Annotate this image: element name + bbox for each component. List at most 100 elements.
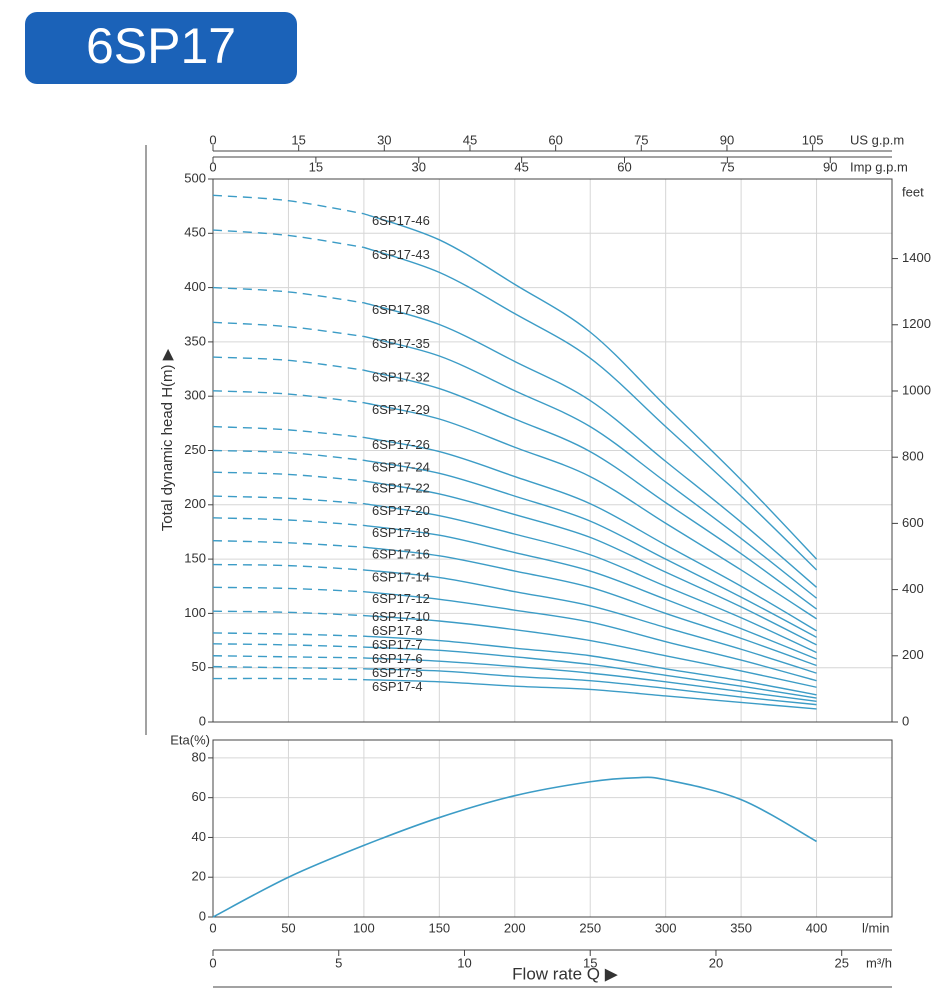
series-label: 6SP17-16 (372, 547, 430, 562)
series-label: 6SP17-22 (372, 480, 430, 495)
top-tick-label: 75 (634, 132, 648, 147)
bottom-tick-label: 5 (335, 955, 342, 970)
curve-dashed (212, 321, 364, 338)
x-tick-label: 250 (579, 920, 601, 935)
y-tick-label: 400 (184, 279, 206, 294)
top-tick-label: 30 (377, 132, 391, 147)
series-label: 6SP17-14 (372, 569, 430, 584)
curve-dashed (212, 229, 364, 249)
curve (363, 459, 817, 638)
top-tick-label: 45 (514, 159, 528, 174)
y-tick-label: 100 (184, 605, 206, 620)
y-tick-label: 40 (192, 829, 206, 844)
curve-dashed (212, 610, 364, 617)
series-label: 6SP17-20 (372, 503, 430, 518)
x-tick-label: 50 (281, 920, 295, 935)
series-label: 6SP17-32 (372, 370, 430, 385)
curve (363, 436, 817, 632)
curve-dashed (212, 643, 364, 648)
curve-dashed (212, 425, 364, 439)
x-tick-label: 150 (428, 920, 450, 935)
y-tick-label: 250 (184, 442, 206, 457)
x-axis-unit: l/min (862, 920, 889, 935)
y2-tick-label: 1200 (902, 316, 931, 331)
bottom-tick-label: 10 (457, 955, 471, 970)
series-label: 6SP17-6 (372, 651, 423, 666)
y-tick-label: 500 (184, 170, 206, 185)
bottom-tick-label: 25 (834, 955, 848, 970)
curve (363, 678, 817, 710)
curve (363, 503, 817, 654)
x-axis-title: Flow rate Q ▶ (512, 964, 619, 983)
series-label: 6SP17-4 (372, 679, 423, 694)
curve-dashed (212, 286, 364, 304)
curve-dashed (212, 665, 364, 670)
top-tick-label: 90 (720, 132, 734, 147)
top-axis-title: Imp g.p.m (850, 159, 908, 174)
y2-tick-label: 1000 (902, 382, 931, 397)
series-label: 6SP17-8 (372, 623, 423, 638)
eta-curve (212, 776, 817, 918)
bottom-tick-label: 15 (583, 955, 597, 970)
series-label: 6SP17-12 (372, 591, 430, 606)
y-tick-label: 50 (192, 659, 206, 674)
x-tick-label: 100 (353, 920, 375, 935)
y2-tick-label: 800 (902, 449, 924, 464)
y2-tick-label: 1400 (902, 250, 931, 265)
curve (363, 657, 817, 703)
y-tick-label: 20 (192, 869, 206, 884)
curve (363, 213, 818, 560)
y2-tick-label: 200 (902, 647, 924, 662)
top-tick-label: 0 (209, 159, 216, 174)
x-tick-label: 300 (655, 920, 677, 935)
top-axis-title: US g.p.m (850, 132, 904, 147)
y-axis-title: Total dynamic head H(m) ▶ (159, 348, 176, 531)
top-tick-label: 45 (463, 132, 477, 147)
x-tick-label: 350 (730, 920, 752, 935)
curve-dashed (212, 495, 364, 505)
curve (363, 402, 817, 620)
curve (363, 369, 817, 610)
y-tick-label: 80 (192, 749, 206, 764)
curve-dashed (212, 390, 364, 404)
y-tick-label: 300 (184, 388, 206, 403)
curve (363, 646, 817, 699)
top-tick-label: 75 (720, 159, 734, 174)
curve (363, 635, 817, 696)
curve-dashed (212, 449, 364, 461)
series-label: 6SP17-7 (372, 637, 423, 652)
y-tick-label: 200 (184, 496, 206, 511)
y-axis-title: Eta(%) (170, 732, 210, 747)
curve (363, 335, 817, 599)
bottom-axis-unit: m³/h (866, 955, 892, 970)
top-tick-label: 105 (802, 132, 824, 147)
series-label: 6SP17-18 (372, 525, 430, 540)
curve-dashed (212, 586, 364, 593)
top-tick-label: 15 (309, 159, 323, 174)
curve (363, 302, 818, 588)
badge-box (25, 12, 297, 84)
curve-dashed (212, 632, 364, 637)
y-tick-label: 150 (184, 551, 206, 566)
curve (363, 668, 817, 706)
series-label: 6SP17-29 (372, 402, 430, 417)
y-tick-label: 0 (199, 908, 206, 923)
series-label: 6SP17-35 (372, 336, 430, 351)
curve (363, 524, 817, 660)
series-label: 6SP17-38 (372, 302, 430, 317)
curve-dashed (212, 655, 364, 659)
top-tick-label: 90 (823, 159, 837, 174)
curve-dashed (212, 677, 364, 681)
curve (363, 590, 817, 682)
x-tick-label: 200 (504, 920, 526, 935)
plot-frame (212, 739, 893, 918)
y-tick-label: 0 (199, 713, 206, 728)
series-label: 6SP17-26 (372, 437, 430, 452)
series-label: 6SP17-10 (372, 609, 430, 624)
series-label: 6SP17-46 (372, 213, 430, 228)
x-tick-label: 0 (209, 920, 216, 935)
y-tick-label: 60 (192, 789, 206, 804)
y2-tick-label: 600 (902, 515, 924, 530)
